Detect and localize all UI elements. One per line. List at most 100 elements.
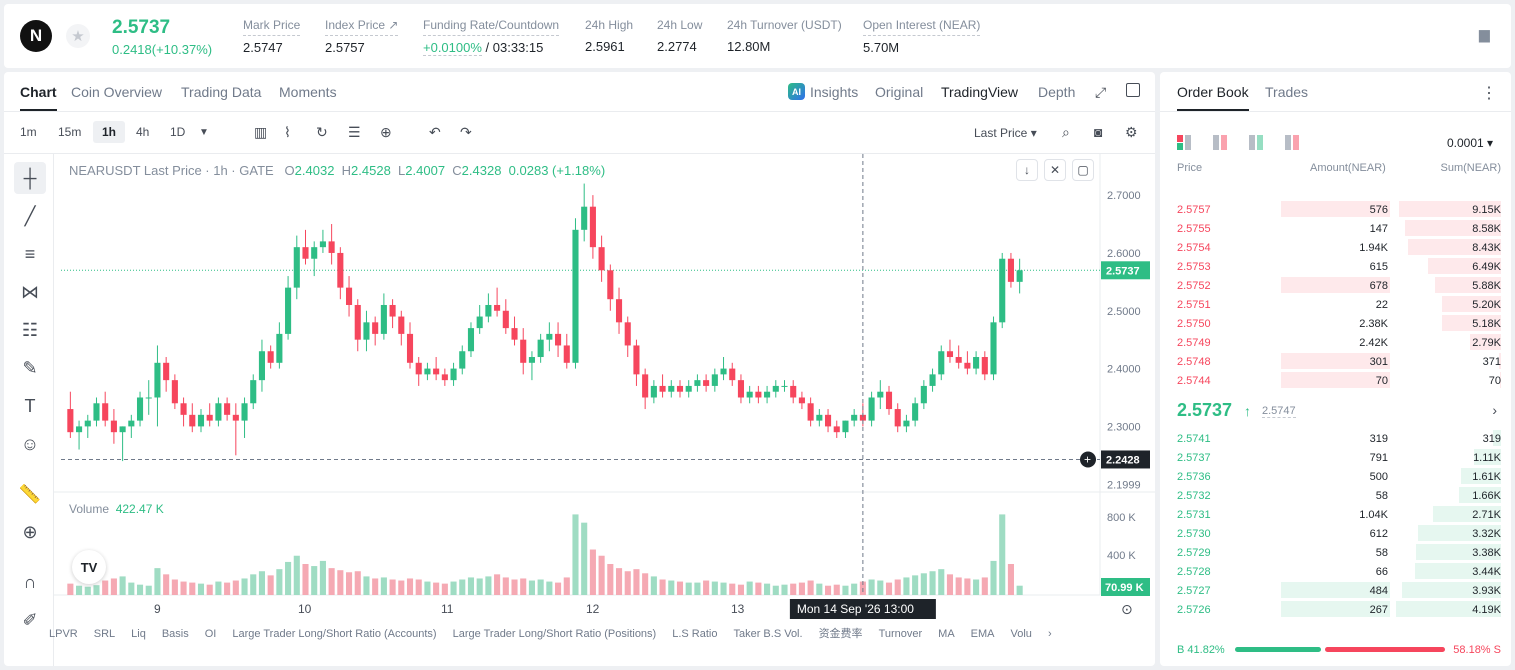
volume-bar [250,574,257,595]
pencil-lock-icon[interactable]: ✐ [22,609,38,630]
index-price-stat[interactable]: Index Price ↗ 2.5757 [325,18,399,55]
ask-row[interactable]: 2.5753 615 6.49K [1160,257,1511,276]
bid-row[interactable]: 2.5730 612 3.32K [1160,524,1511,543]
funding-rate-stat[interactable]: Funding Rate/Countdown +0.0100% / 03:33:… [423,18,560,56]
bid-row[interactable]: 2.5736 500 1.61K [1160,467,1511,486]
bid-row[interactable]: 2.5731 1.04K 2.71K [1160,505,1511,524]
ask-row[interactable]: 2.5744 70 70 [1160,371,1511,390]
indicator-0[interactable]: LPVR [49,628,78,640]
tab-coin-overview[interactable]: Coin Overview [71,84,163,100]
original-tab[interactable]: Original [875,84,924,100]
undo-icon[interactable]: ↶ [429,124,441,140]
more-options-icon[interactable]: ⋮ [1481,85,1497,102]
indicator-12[interactable]: EMA [970,628,995,640]
bid-row[interactable]: 2.5726 267 4.19K [1160,600,1511,619]
crosshair-icon[interactable]: ┼ [14,162,46,194]
add-indicator-icon[interactable]: ⊕ [380,124,392,140]
bid-row[interactable]: 2.5732 58 1.66K [1160,486,1511,505]
indicator-3[interactable]: Basis [161,628,189,640]
candle-body [354,304,361,340]
ask-row[interactable]: 2.5748 301 371 [1160,352,1511,371]
tab-trading-data[interactable]: Trading Data [181,84,262,100]
timeframe-1d[interactable]: 1D [170,125,186,139]
ai-insights-icon[interactable]: AI [788,83,805,100]
expand-icon[interactable]: ⤢ [1095,84,1107,100]
bid-row[interactable]: 2.5729 58 3.38K [1160,543,1511,562]
horizontal-lines-icon[interactable]: ≡ [24,243,36,264]
price-chart[interactable]: 2.7000 2.6000 2.5000 2.4000 2.3000 2.1999 800 … [4,72,1155,666]
templates-icon[interactable]: ☰ [348,124,361,140]
ask-row[interactable]: 2.5755 147 8.58K [1160,219,1511,238]
volume-bar [668,580,675,595]
ask-row[interactable]: 2.5752 678 5.88K [1160,276,1511,295]
indicator-2[interactable]: Liq [131,628,146,640]
orderbook-mode-icons[interactable] [1177,134,1307,152]
text-tool-icon[interactable]: T [24,395,36,416]
collapse-icon[interactable]: ✕ [1044,159,1066,181]
indicator-5[interactable]: Large Trader Long/Short Ratio (Accounts) [232,628,437,640]
settings-gear-icon[interactable]: ⚙ [1125,124,1138,140]
indicator-1[interactable]: SRL [93,628,116,640]
brush-icon[interactable]: ✎ [22,357,38,378]
volume-bar [128,582,135,595]
chevron-right-icon[interactable]: › [1492,402,1497,418]
document-icon[interactable]: ▆ [1479,26,1490,42]
timeframe-1h[interactable]: 1h [93,121,126,143]
search-icon[interactable]: ⌕ [1062,124,1070,140]
volume-bar [258,571,266,595]
zoom-in-icon[interactable]: ⊕ [22,521,38,542]
insights-tab[interactable]: Insights [810,84,859,100]
replay-icon[interactable]: ↻ [316,124,328,140]
magnet-icon[interactable]: ∩ [23,571,37,592]
trendline-icon[interactable]: ╱ [24,205,36,226]
depth-tab[interactable]: Depth [1038,84,1076,100]
open-interest-stat[interactable]: Open Interest (NEAR) 5.70M [863,18,981,55]
bid-row[interactable]: 2.5737 791 1.11K [1160,448,1511,467]
indicators-icon[interactable]: ⌇ [284,124,291,140]
timeframe-1m[interactable]: 1m [20,125,37,139]
ask-row[interactable]: 2.5750 2.38K 5.18K [1160,314,1511,333]
favorite-star-icon[interactable]: ★ [66,24,90,48]
indicator-6[interactable]: Large Trader Long/Short Ratio (Positions… [452,628,657,640]
precision-select[interactable]: 0.0001 ▾ [1447,136,1494,150]
tradingview-logo[interactable]: TV [72,550,106,584]
window-icon[interactable] [1126,83,1140,97]
indicator-7[interactable]: L.S Ratio [672,628,718,640]
volume-bar [337,570,344,595]
ask-row[interactable]: 2.5757 576 9.15K [1160,200,1511,219]
maximize-icon[interactable]: ▢ [1072,159,1094,181]
scroll-down-icon[interactable]: ↓ [1016,159,1038,181]
fib-icon[interactable]: ☷ [21,319,39,340]
timeframe-15m[interactable]: 15m [58,125,82,139]
bid-row[interactable]: 2.5728 66 3.44K [1160,562,1511,581]
indicator-4[interactable]: OI [204,628,217,640]
camera-icon[interactable]: ◙ [1094,124,1103,140]
timeframe-4h[interactable]: 4h [136,125,150,139]
tradingview-tab[interactable]: TradingView [941,84,1019,100]
pattern-icon[interactable]: ⋈ [21,281,39,302]
timeframe-dropdown-icon[interactable]: ▼ [199,127,209,138]
price-source-select[interactable]: Last Price ▾ [974,126,1037,140]
emoji-icon[interactable]: ☺ [20,433,40,454]
indicator-8[interactable]: Taker B.S Vol. [733,628,803,640]
bid-row[interactable]: 2.5741 319 319 [1160,429,1511,448]
tab-order-book[interactable]: Order Book [1177,84,1249,111]
ask-row[interactable]: 2.5754 1.94K 8.43K [1160,238,1511,257]
candle-type-icon[interactable]: ▥ [254,124,268,140]
redo-icon[interactable]: ↷ [460,124,472,140]
tab-moments[interactable]: Moments [279,84,337,100]
ask-row[interactable]: 2.5749 2.42K 2.79K [1160,333,1511,352]
ask-row[interactable]: 2.5751 22 5.20K [1160,295,1511,314]
indicator-shortcuts: LPVR SRL Liq Basis OI Large Trader Long/Short… [49,625,1068,641]
tab-trades[interactable]: Trades [1265,84,1309,100]
indicator-9[interactable]: 资金费率 [818,628,863,640]
indicators-next-icon[interactable]: › [1047,628,1052,640]
order-sum: 4.19K [1472,604,1501,616]
indicator-10[interactable]: Turnover [878,628,923,640]
tab-chart[interactable]: Chart [20,84,57,111]
indicator-13[interactable]: Volu [1010,628,1032,640]
indicator-11[interactable]: MA [938,628,955,640]
bid-row[interactable]: 2.5727 484 3.93K [1160,581,1511,600]
mark-price-stat[interactable]: Mark Price 2.5747 [243,18,301,55]
ruler-icon[interactable]: 📏 [18,483,42,504]
